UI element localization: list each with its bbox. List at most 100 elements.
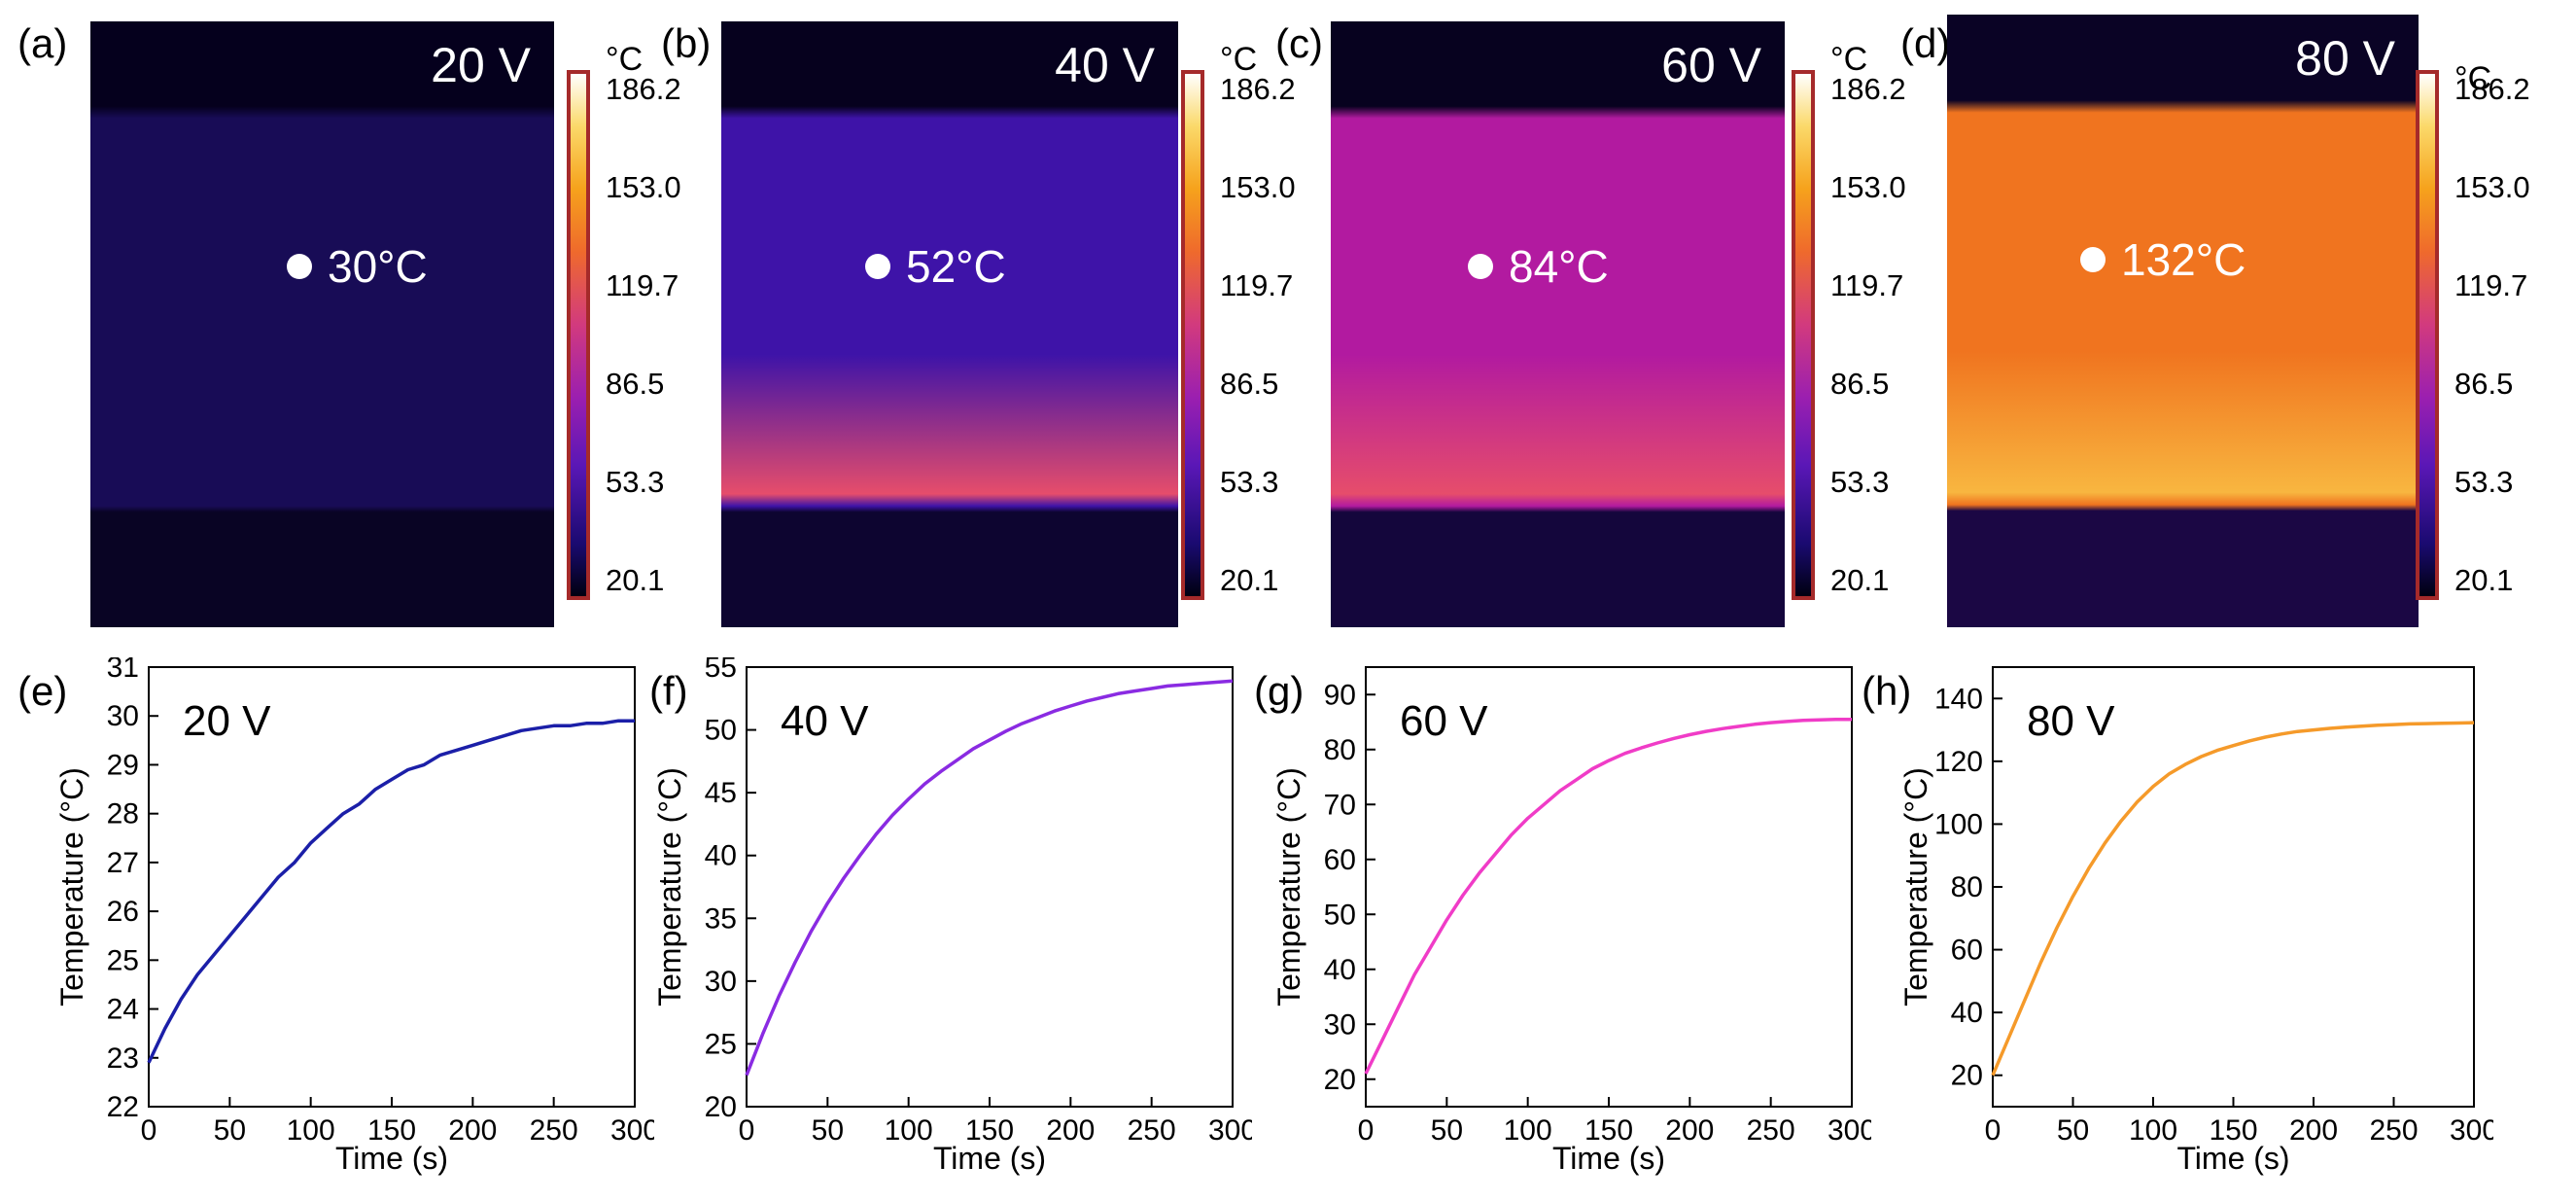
colorbar-tick-label: 153.0 — [1830, 170, 1906, 204]
measurement-point-icon — [2080, 247, 2106, 272]
y-tick-label: 25 — [705, 1028, 737, 1060]
colorbar-tick-label: 119.7 — [606, 268, 679, 302]
x-tick-label: 50 — [2057, 1114, 2089, 1147]
x-tick-label: 50 — [214, 1114, 246, 1147]
temperature-spot: 84°C — [1468, 240, 1609, 293]
y-tick-label: 26 — [107, 896, 139, 928]
x-tick-label: 0 — [739, 1114, 755, 1147]
series-line — [1364, 717, 1852, 1075]
spot-temperature: 84°C — [1509, 241, 1609, 292]
y-tick-label: 60 — [1951, 935, 1983, 967]
y-tick-label: 30 — [1324, 1008, 1356, 1041]
colorbar — [567, 70, 590, 600]
panel-label: (c) — [1275, 20, 1323, 66]
colorbar-tick-label: 86.5 — [2454, 367, 2514, 401]
colorbar-unit: °C — [606, 41, 644, 78]
series-line — [745, 679, 1234, 1077]
x-tick-label: 100 — [2129, 1114, 2177, 1147]
y-tick-label: 28 — [107, 798, 139, 830]
y-tick-label: 55 — [705, 657, 737, 684]
voltage-annotation: 60 V — [1400, 697, 1488, 745]
line-chart: 0 50 100 150 200 250 300 22 23 24 25 26 27 28 29 30 31 Ti… — [54, 657, 654, 1176]
voltage-annotation: 20 V — [183, 697, 271, 745]
x-axis-label: Time (s) — [335, 1141, 448, 1176]
y-tick-label: 22 — [107, 1091, 139, 1123]
voltage-label: 60 V — [1661, 38, 1761, 92]
x-tick-label: 150 — [965, 1114, 1014, 1147]
y-tick-label: 80 — [1951, 871, 1983, 903]
x-axis-label: Time (s) — [1552, 1141, 1665, 1176]
y-tick-label: 25 — [107, 944, 139, 976]
voltage-label: 20 V — [431, 38, 531, 92]
x-tick-label: 0 — [141, 1114, 157, 1147]
panel-label: (b) — [661, 20, 712, 66]
colorbar-tick-label: 53.3 — [1220, 465, 1279, 499]
y-tick-label: 30 — [107, 700, 139, 732]
thermal-image: 40 V — [721, 21, 1178, 627]
x-tick-label: 0 — [1358, 1114, 1375, 1147]
colorbar-tick-label: 119.7 — [1220, 268, 1294, 302]
x-tick-label: 100 — [287, 1114, 335, 1147]
y-tick-label: 60 — [1324, 844, 1356, 876]
colorbar-tick-label: 20.1 — [606, 563, 665, 597]
x-tick-label: 250 — [1128, 1114, 1176, 1147]
x-tick-label: 150 — [2209, 1114, 2257, 1147]
y-tick-label: 29 — [107, 749, 139, 781]
y-tick-label: 140 — [1934, 683, 1983, 715]
colorbar-tick-label: 53.3 — [606, 465, 665, 499]
measurement-point-icon — [287, 254, 312, 279]
colorbar-tick-label: 119.7 — [1830, 268, 1904, 302]
voltage-annotation: 40 V — [781, 697, 869, 745]
chart-panel-label: (e) — [17, 668, 68, 714]
colorbar-tick-label: 186.2 — [606, 72, 681, 106]
x-tick-label: 300 — [2450, 1114, 2493, 1147]
x-tick-label: 100 — [885, 1114, 933, 1147]
line-chart: 0 50 100 150 200 250 300 20 25 30 35 40 45 50 55 Time (… — [652, 657, 1252, 1176]
colorbar-tick-label: 86.5 — [1220, 367, 1279, 401]
panel-label: (d) — [1900, 20, 1951, 66]
x-tick-label: 250 — [530, 1114, 578, 1147]
y-axis-label: Temperature (°C) — [652, 767, 687, 1007]
x-tick-label: 50 — [812, 1114, 844, 1147]
colorbar-unit: °C — [1220, 41, 1258, 78]
x-tick-label: 0 — [1985, 1114, 2002, 1147]
x-tick-label: 100 — [1504, 1114, 1552, 1147]
panel-label: (a) — [17, 20, 68, 66]
line-chart: 0 50 100 150 200 250 300 20 30 40 50 60 70 80 90 Time (… — [1271, 666, 1871, 1176]
x-tick-label: 200 — [1665, 1114, 1714, 1147]
colorbar-tick-label: 186.2 — [1830, 72, 1906, 106]
y-tick-label: 40 — [705, 840, 737, 872]
y-tick-label: 30 — [705, 966, 737, 998]
y-tick-label: 23 — [107, 1042, 139, 1075]
y-tick-label: 50 — [705, 715, 737, 747]
y-tick-label: 24 — [107, 994, 139, 1026]
x-axis-label: Time (s) — [2176, 1141, 2289, 1176]
colorbar-tick-label: 53.3 — [1830, 465, 1890, 499]
colorbar — [1181, 70, 1204, 600]
colorbar-tick-label: 186.2 — [1220, 72, 1296, 106]
series-line — [147, 719, 635, 1064]
chart-panel-label: (h) — [1862, 668, 1912, 714]
x-tick-label: 150 — [367, 1114, 416, 1147]
spot-temperature: 52°C — [906, 241, 1006, 292]
y-tick-label: 120 — [1934, 746, 1983, 778]
y-tick-label: 70 — [1324, 789, 1356, 821]
x-tick-label: 300 — [1208, 1114, 1252, 1147]
measurement-point-icon — [1468, 254, 1493, 279]
spot-temperature: 132°C — [2121, 234, 2246, 285]
colorbar-tick-label: 119.7 — [2454, 268, 2528, 302]
colorbar-unit: °C — [1830, 41, 1868, 78]
spot-temperature: 30°C — [328, 241, 428, 292]
y-tick-label: 40 — [1324, 954, 1356, 986]
y-tick-label: 50 — [1324, 899, 1356, 931]
colorbar-tick-label: 186.2 — [2454, 72, 2530, 106]
colorbar-tick-label: 153.0 — [1220, 170, 1296, 204]
y-tick-label: 40 — [1951, 997, 1983, 1029]
colorbar-tick-label: 153.0 — [606, 170, 681, 204]
temperature-spot: 52°C — [865, 240, 1006, 293]
x-tick-label: 300 — [610, 1114, 654, 1147]
y-tick-label: 20 — [1324, 1064, 1356, 1096]
measurement-point-icon — [865, 254, 890, 279]
y-tick-label: 27 — [107, 847, 139, 879]
x-tick-label: 200 — [2289, 1114, 2338, 1147]
